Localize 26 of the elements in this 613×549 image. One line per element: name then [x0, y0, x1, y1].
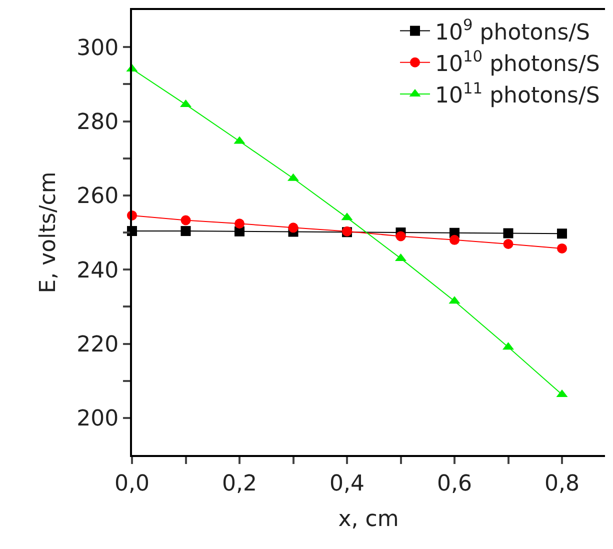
- x-tick-label: 0,0: [114, 471, 150, 496]
- point: [234, 218, 244, 229]
- y-tick-label: 220: [76, 332, 119, 358]
- y-tick-label: 240: [76, 258, 119, 284]
- point: [288, 222, 298, 233]
- point: [557, 243, 567, 254]
- legend-label: 10$^{11}$ photons/S: [435, 79, 600, 109]
- y-tick-label: 260: [76, 184, 119, 210]
- point: [450, 234, 460, 245]
- y-axis-title: E, volts/cm: [36, 172, 61, 294]
- x-tick-label: 0,4: [330, 471, 364, 496]
- legend-label: 10$^{10}$ photons/S: [435, 48, 600, 77]
- x-tick-label: 0,8: [544, 471, 580, 496]
- point: [396, 231, 406, 242]
- point: [503, 239, 514, 249]
- x-axis-title: x, cm: [338, 506, 399, 532]
- point: [503, 228, 514, 238]
- x-tick-label: 0,2: [222, 471, 257, 496]
- x-tick-label: 0,6: [437, 471, 472, 496]
- legend-label: 10$^{9}$ photons/S: [435, 16, 590, 46]
- point: [180, 226, 191, 236]
- y-tick-label: 200: [76, 406, 119, 432]
- point: [180, 215, 191, 226]
- y-tick-label: 280: [76, 110, 119, 135]
- point: [557, 228, 567, 239]
- y-tick-label: 300: [76, 36, 119, 61]
